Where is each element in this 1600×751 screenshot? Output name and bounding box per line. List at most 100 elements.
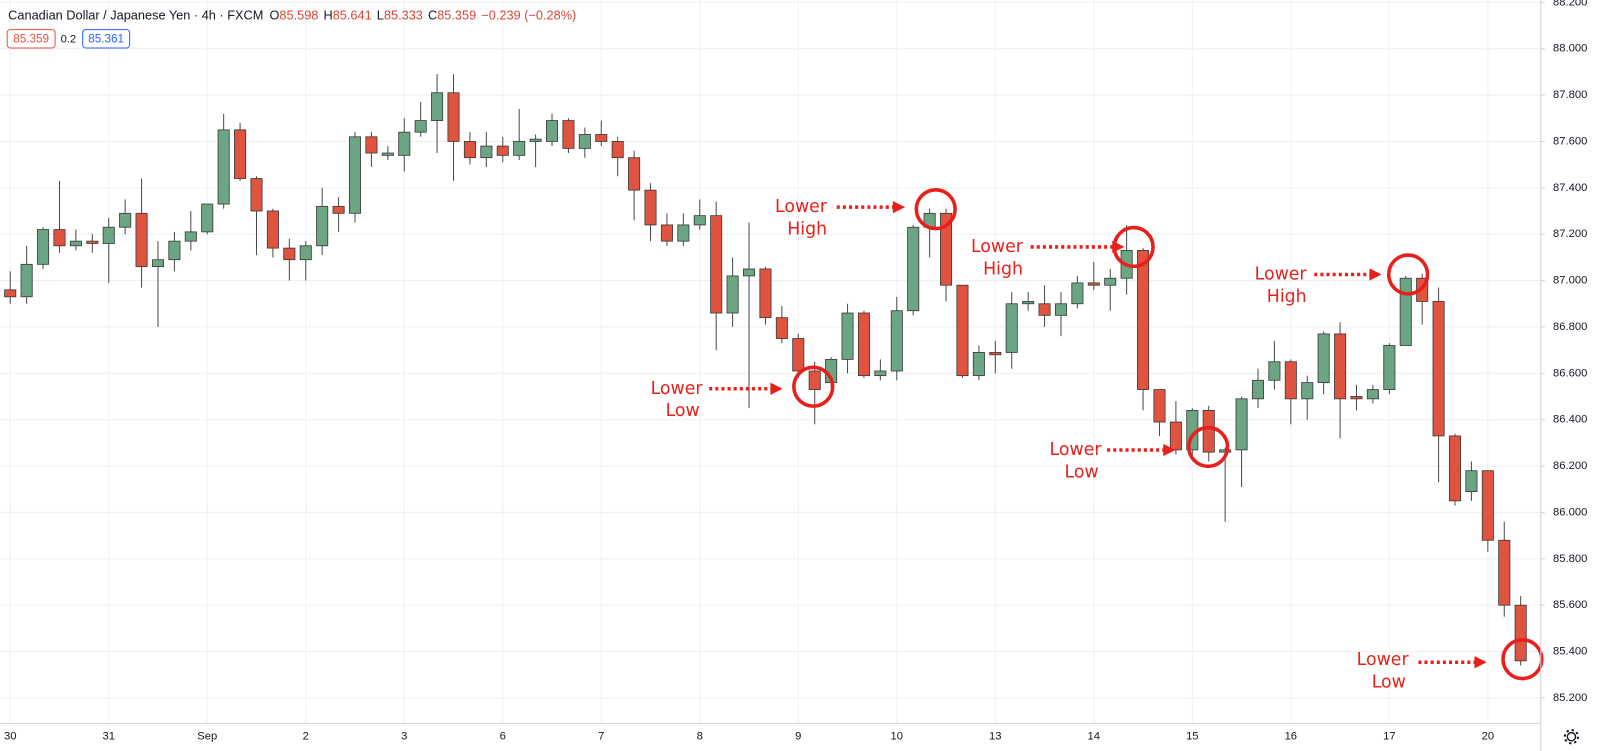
annotation-arrowhead (892, 201, 906, 214)
candle-body (1399, 277, 1412, 346)
candle-body (1087, 282, 1100, 286)
x-tick-label: 15 (1186, 731, 1198, 743)
candle-body (726, 275, 739, 314)
candle-body (1334, 333, 1347, 400)
candle-body (86, 240, 99, 244)
x-tick-label: 20 (1482, 731, 1494, 743)
candle-body (217, 129, 230, 205)
candle-body (874, 370, 887, 377)
y-tick-label: 86.600 (1553, 367, 1587, 379)
candle-body (37, 229, 50, 265)
candle-body (447, 92, 460, 142)
candle-body (316, 205, 329, 247)
candle-body (611, 141, 624, 159)
candle-body (69, 240, 82, 247)
annotation-text: Lower (775, 197, 828, 217)
candle-body (1022, 301, 1035, 305)
candle-body (250, 178, 263, 212)
x-tick-label: 2 (303, 731, 309, 743)
ohlc-value: 85.359 (437, 8, 476, 23)
annotation-text: Low (666, 401, 700, 421)
y-tick-label: 85.400 (1553, 646, 1587, 658)
candle-body (1301, 382, 1314, 400)
candle-body (102, 226, 115, 244)
candle-body (1448, 435, 1462, 502)
y-tick-label: 85.200 (1553, 692, 1587, 704)
candle-body (578, 134, 591, 149)
x-tick-label: 14 (1088, 731, 1100, 743)
annotation-text: Lower (1255, 264, 1308, 284)
candle-body (677, 224, 690, 242)
candle-body (1153, 389, 1166, 423)
candle-body (1104, 277, 1117, 286)
candle-body (759, 268, 772, 319)
candle-body (463, 141, 476, 159)
candle-body (299, 245, 312, 261)
settings-icon[interactable] (1563, 729, 1580, 745)
annotation-text: High (787, 220, 827, 240)
candle-body (693, 215, 706, 226)
candle-body (1137, 250, 1150, 390)
candle-body (365, 136, 378, 154)
candle-body (1005, 303, 1018, 353)
x-tick-label: 3 (401, 731, 407, 743)
candle-body (1366, 389, 1379, 400)
candle-body (1268, 361, 1281, 381)
candle-body (1038, 303, 1051, 316)
candle-body (1514, 604, 1527, 662)
annotation-text: Low (1372, 673, 1406, 693)
annotation-circle (1112, 225, 1155, 269)
annotation-arrowhead (1474, 656, 1487, 669)
ask-price: 85.361 (88, 32, 124, 45)
candle-body (989, 352, 1002, 356)
x-tick-label: 30 (4, 731, 16, 743)
candle-body (545, 120, 559, 142)
candle-body (595, 134, 608, 142)
candle-body (1071, 282, 1084, 305)
x-tick-label: Sep (197, 731, 217, 743)
candle-body (1202, 410, 1215, 453)
candle-body (135, 212, 148, 268)
candle-body (381, 152, 394, 156)
annotation-circle (914, 188, 957, 231)
symbol-header: Canadian Dollar / Japanese Yen · 4h · FX… (8, 8, 576, 23)
candle-body (201, 203, 214, 233)
annotation-circle (1386, 253, 1430, 296)
x-tick-label: 13 (989, 731, 1001, 743)
annotation-text: High (983, 259, 1023, 279)
candle-body (20, 263, 33, 298)
candle-body (431, 92, 444, 121)
candle-body (1465, 470, 1478, 492)
ohlc-value: 85.598 (279, 8, 318, 23)
y-tick-label: 86.800 (1553, 321, 1587, 333)
y-tick-label: 87.400 (1553, 182, 1587, 194)
y-tick-label: 87.800 (1553, 89, 1587, 101)
candle-body (743, 268, 756, 277)
candle-body (562, 120, 575, 149)
annotation-circle (1186, 425, 1230, 469)
ohlc-label: H (323, 8, 332, 23)
candle-body (184, 231, 197, 242)
candle-body (972, 352, 985, 377)
candle-body (710, 215, 723, 314)
y-tick-label: 87.000 (1553, 275, 1587, 287)
x-tick-label: 10 (891, 731, 903, 743)
candle-body (660, 224, 673, 242)
x-tick-label: 16 (1285, 731, 1297, 743)
y-tick-label: 86.200 (1553, 460, 1587, 472)
candle-body (283, 247, 296, 261)
candle-body (940, 212, 953, 286)
annotation-text: Lower (651, 379, 704, 399)
ohlc-value: 85.333 (384, 8, 423, 23)
annotation-text: Lower (971, 237, 1024, 257)
candle-body (1284, 361, 1297, 400)
candle-body (513, 141, 526, 156)
candle-body (644, 189, 657, 226)
candle-body (956, 284, 969, 377)
candle-body (857, 312, 870, 377)
candle-body (907, 226, 920, 312)
candle-body (1350, 396, 1363, 400)
candle-body (1432, 301, 1445, 437)
settings-teeth (1563, 729, 1580, 745)
